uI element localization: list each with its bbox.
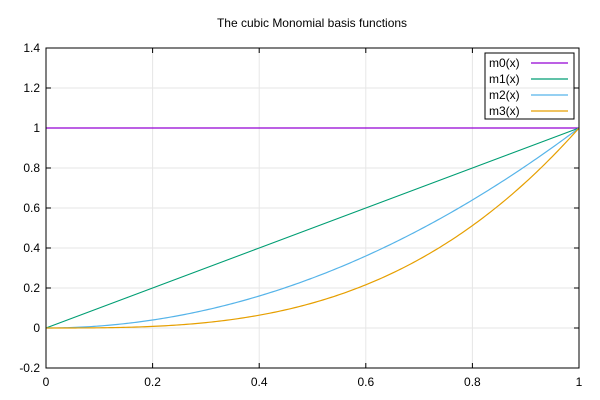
- legend-label: m3(x): [489, 104, 520, 118]
- legend-label: m2(x): [489, 88, 520, 102]
- x-tick-label: 0: [43, 375, 50, 389]
- x-tick-label: 0.2: [144, 375, 161, 389]
- axes: 0 0.2 0.4 0.6 0.8 1-0.200.20.40.60.811.21.4: [19, 41, 582, 389]
- x-tick-label: 1: [576, 375, 583, 389]
- y-tick-label: 1.4: [23, 41, 40, 55]
- y-tick-label: -0.2: [19, 361, 40, 375]
- chart-title: The cubic Monomial basis functions: [217, 16, 407, 30]
- x-tick-label: 0.4: [251, 375, 268, 389]
- plot-frame: [45, 47, 580, 369]
- y-tick-label: 0.6: [23, 201, 40, 215]
- series-line-m2x: [46, 127, 580, 329]
- legend-box: [484, 52, 575, 120]
- series-lines: [45, 127, 580, 329]
- series-line-m3x: [46, 127, 580, 329]
- x-tick-label: 0.6: [357, 375, 374, 389]
- y-tick-label: 1: [33, 121, 40, 135]
- legend: m0(x) m1(x) m2(x) m3(x): [484, 52, 575, 120]
- y-tick-label: 0.2: [23, 281, 40, 295]
- x-tick-label: 0.8: [464, 375, 481, 389]
- legend-label: m0(x): [489, 56, 520, 70]
- legend-label: m1(x): [489, 72, 520, 86]
- y-tick-label: 1.2: [23, 81, 40, 95]
- y-tick-label: 0: [33, 321, 40, 335]
- series-line-m1x: [45, 127, 580, 329]
- y-tick-label: 0.4: [23, 241, 40, 255]
- y-tick-label: 0.8: [23, 161, 40, 175]
